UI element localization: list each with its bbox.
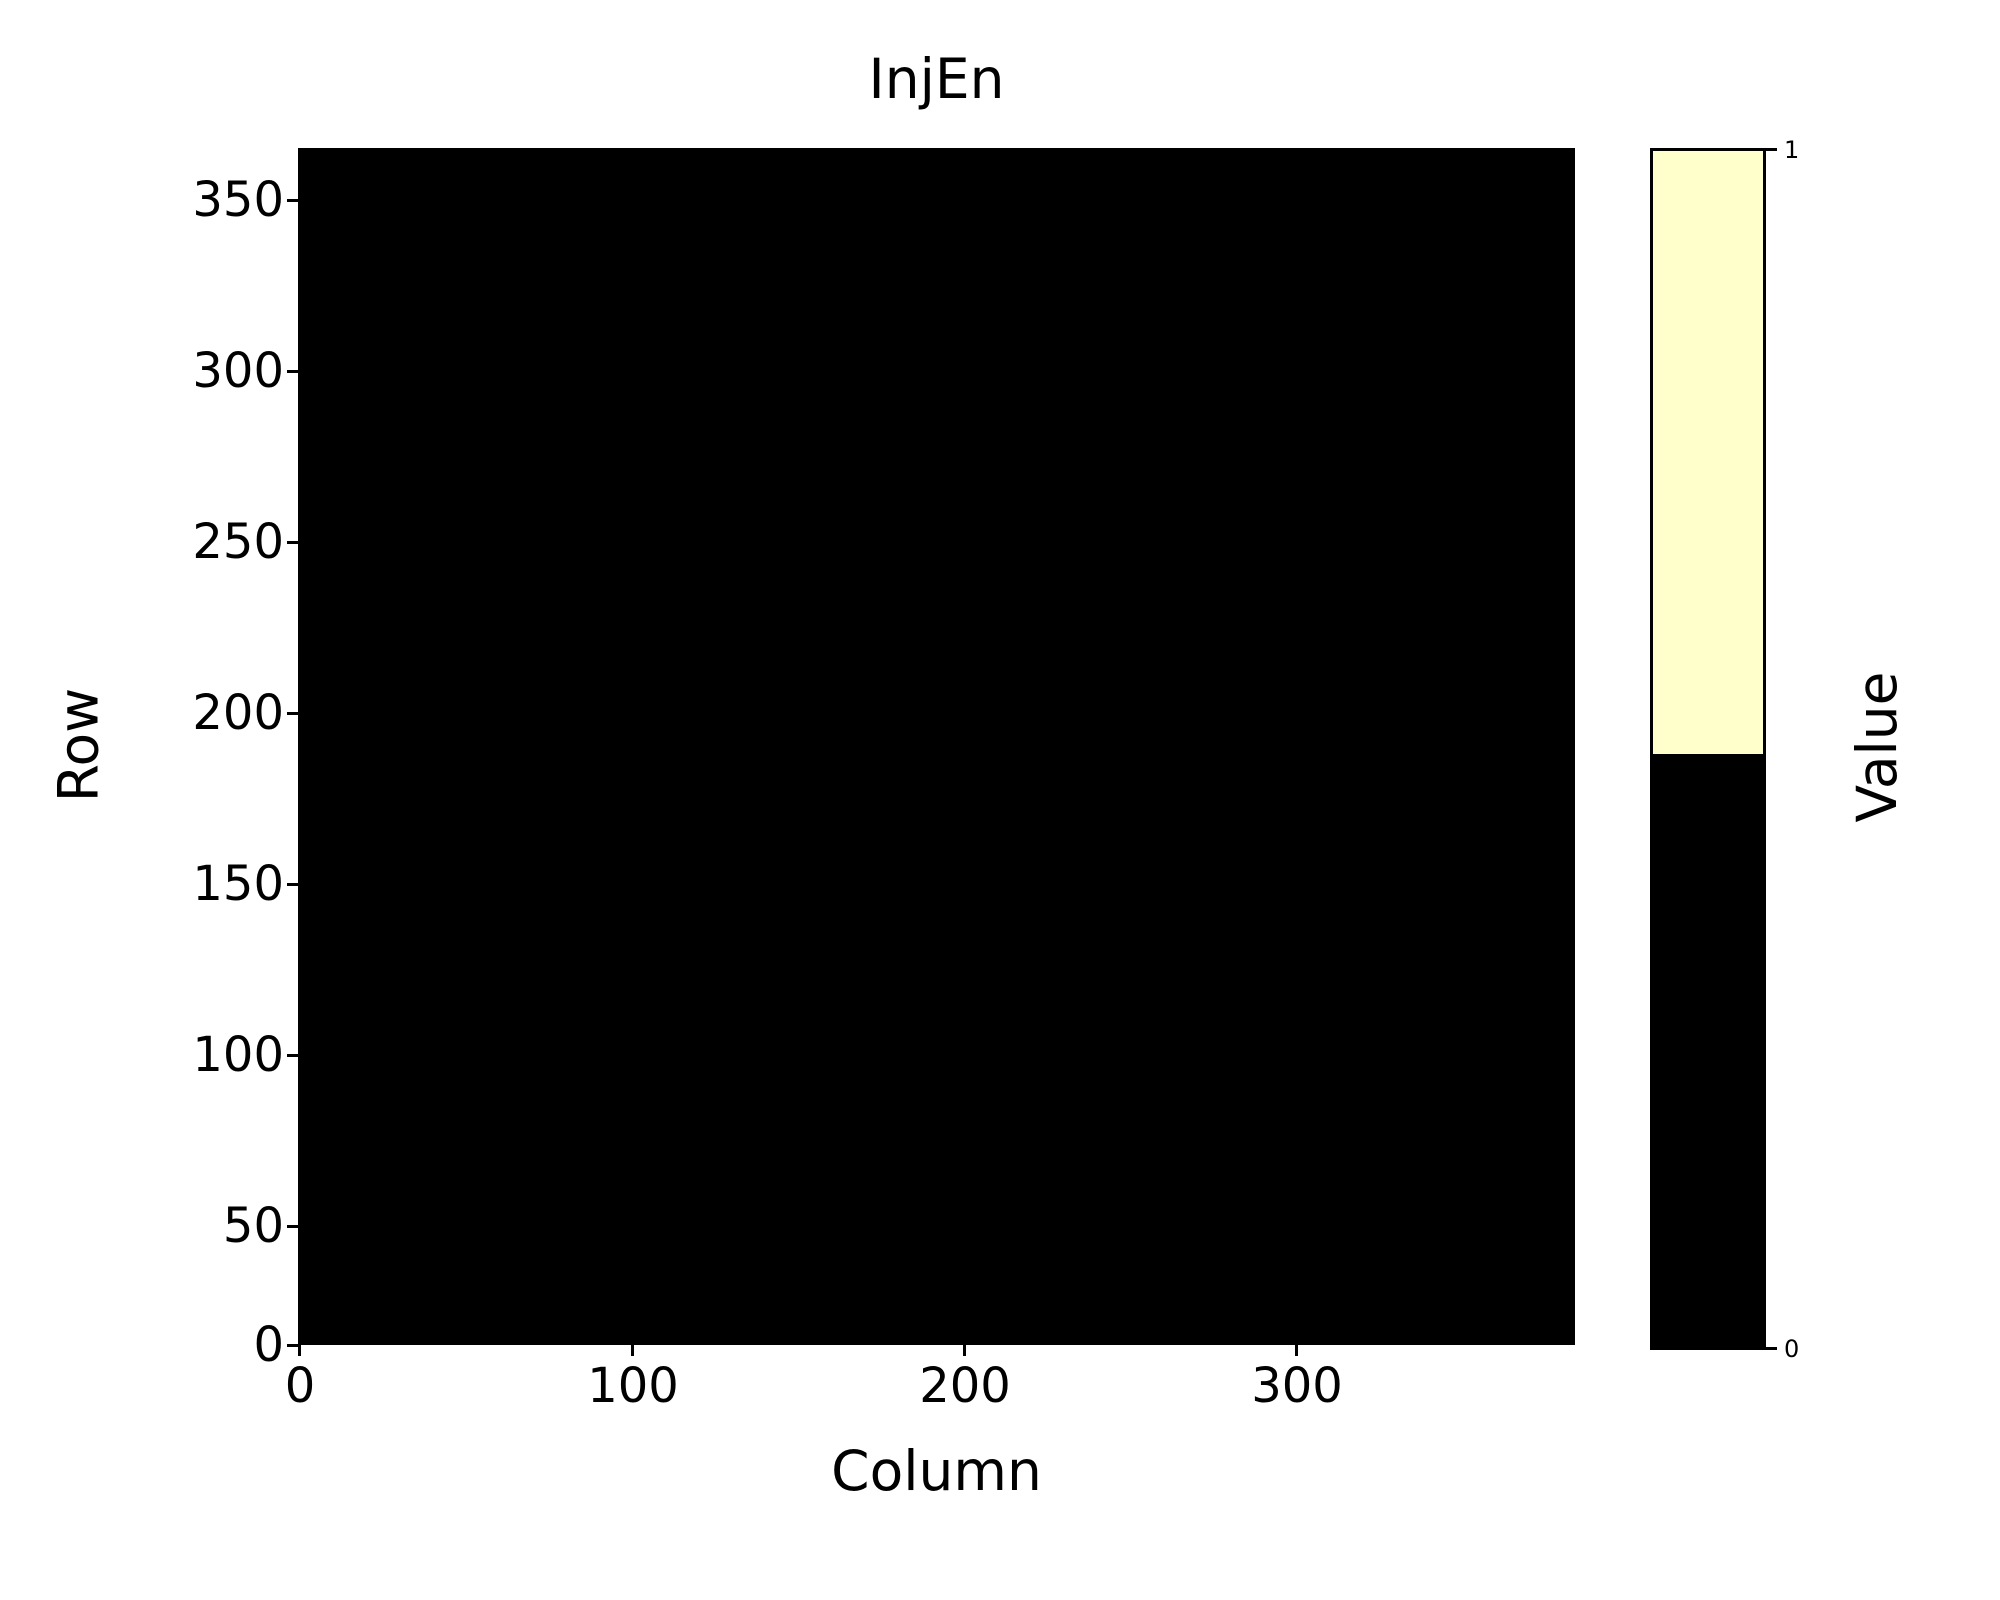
y-tick-label-300: 300: [192, 343, 284, 399]
colorbar[interactable]: [1650, 148, 1766, 1350]
y-tick-label-150: 150: [192, 856, 284, 912]
x-tick-mark-200: [963, 1345, 966, 1356]
y-tick-mark-350: [287, 199, 298, 202]
y-tick-mark-250: [287, 541, 298, 544]
y-tick-label-100: 100: [192, 1027, 284, 1083]
x-tick-label-100: 100: [587, 1358, 679, 1414]
y-tick-label-50: 50: [222, 1198, 284, 1254]
y-tick-mark-50: [287, 1225, 298, 1228]
y-tick-mark-300: [287, 370, 298, 373]
colorbar-high-band: [1653, 151, 1763, 754]
chart-title: InjEn: [868, 47, 1005, 111]
colorbar-tick-label-1: 1: [1784, 136, 1800, 164]
colorbar-tick-label-0: 0: [1784, 1335, 1800, 1363]
x-tick-label-300: 300: [1251, 1358, 1343, 1414]
y-tick-label-250: 250: [192, 514, 284, 570]
x-tick-mark-0: [298, 1345, 301, 1356]
x-tick-label-0: 0: [284, 1358, 316, 1414]
x-axis-label: Column: [831, 1439, 1042, 1503]
y-tick-mark-200: [287, 712, 298, 715]
y-axis-label: Row: [46, 687, 111, 803]
y-tick-label-200: 200: [192, 685, 284, 741]
x-tick-mark-300: [1295, 1345, 1298, 1356]
y-tick-mark-150: [287, 883, 298, 886]
heatmap-axes[interactable]: [298, 148, 1575, 1345]
y-tick-mark-100: [287, 1054, 298, 1057]
heatmap-image: [298, 148, 1575, 1345]
y-tick-mark-0: [287, 1344, 298, 1347]
colorbar-low-band: [1653, 753, 1763, 1347]
colorbar-tick-mark-1: [1766, 148, 1777, 151]
x-tick-label-200: 200: [919, 1358, 1011, 1414]
y-tick-label-0: 0: [253, 1317, 284, 1373]
y-tick-label-350: 350: [192, 172, 284, 228]
colorbar-tick-mark-0: [1766, 1347, 1777, 1350]
x-tick-mark-100: [631, 1345, 634, 1356]
colorbar-label: Value: [1845, 671, 1909, 823]
